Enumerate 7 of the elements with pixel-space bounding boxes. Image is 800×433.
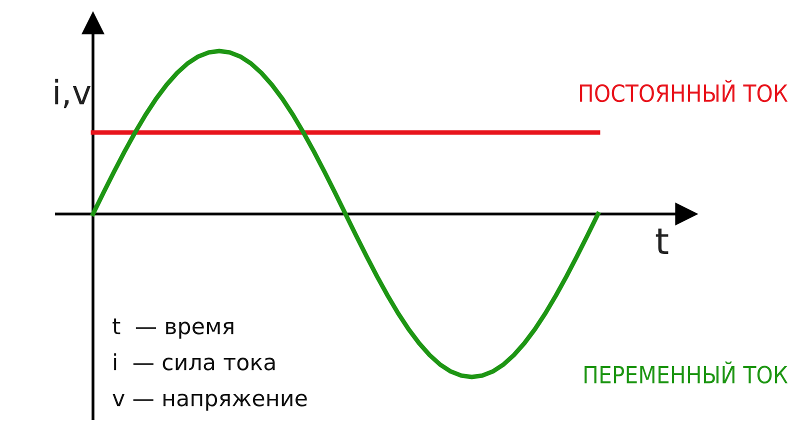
annotation: i — сила тока [114,353,275,370]
y-axis-title: i,v [55,78,91,108]
text: ПЕРЕМЕННЫЙ ТОК [584,361,788,384]
series-label: ПОСТОЯННЫЙ ТОК [580,80,788,102]
annotation: t — время [112,318,234,339]
text: v — напряжение [112,394,307,411]
x-axis-title: t [656,228,668,254]
